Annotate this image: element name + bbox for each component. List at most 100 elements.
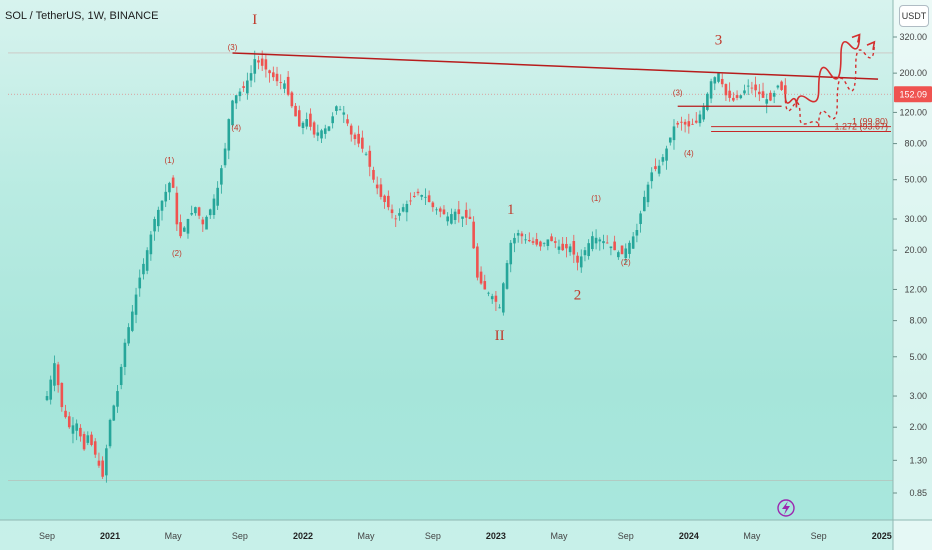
candle-body [90,434,93,445]
candle-body [665,148,668,161]
candle [680,116,683,131]
price-tick-label: 50.00 [904,175,927,185]
candle-body [661,157,665,162]
candle-body [349,125,353,135]
candle-body [401,207,405,212]
candle-body [149,234,153,255]
candle-body [272,72,275,78]
candle-body [505,263,509,289]
candle-body [431,202,435,208]
candle-body [246,80,249,94]
candle [379,178,383,200]
candle [275,66,279,87]
candle [542,242,546,247]
candle [227,118,231,160]
candle [253,50,257,83]
candle-body [643,196,646,212]
candle [138,269,142,297]
wave-label: (1) [591,194,601,203]
candle-body [179,222,182,237]
candle-body [279,82,283,83]
candle-body [735,95,739,98]
candle-body [286,76,290,95]
candle [401,203,405,213]
candle-body [524,239,527,241]
candle [105,444,108,483]
candle [780,80,783,92]
candle-body [624,248,628,258]
candle-body [327,126,331,131]
candle [127,323,130,346]
candle [427,190,431,203]
candle-body [672,126,676,141]
wave-label: (2) [172,249,182,258]
candle [338,105,342,111]
candle-body [424,196,427,198]
candle-body [361,137,364,149]
candle-body [683,121,687,125]
last-price-label: 152.09 [899,90,927,100]
candle-body [572,240,576,255]
candle [123,338,127,376]
price-tick-label: 80.00 [904,139,927,149]
candle [249,65,253,88]
candle [505,260,509,290]
candle [149,231,153,261]
candle-body [208,209,212,216]
candle [706,92,709,112]
candle-body [387,195,390,208]
time-tick-label: Sep [425,531,441,541]
candle [624,243,628,264]
currency-button[interactable]: USDT [899,5,929,27]
lightning-icon-bolt [782,501,790,515]
candle [498,304,501,309]
candle [60,382,64,412]
candle-body [520,233,524,237]
candle [208,208,212,219]
candle-body [49,379,53,400]
candle [468,208,472,220]
candle [520,231,524,244]
candle [309,108,312,131]
candle [758,84,761,102]
candle-body [732,97,735,101]
wave-label: 3 [715,33,723,49]
candle [646,181,650,207]
candle-body [416,191,420,194]
candle [197,206,201,220]
candle [349,123,353,142]
candle [101,456,104,479]
candle [654,158,657,172]
candle [145,247,149,275]
candle-body [175,192,179,225]
candle [364,151,368,156]
candle-body [591,236,594,250]
price-tick-label: 20.00 [904,245,927,255]
candle-body [379,184,383,197]
candle-body [743,90,746,94]
candle-body [45,396,49,401]
candle-body [145,250,149,271]
candle-body [542,242,546,244]
candle-body [86,435,90,443]
candle [216,181,219,211]
candle [238,88,242,102]
candle-body [383,195,386,203]
candle [186,218,190,239]
candle [424,188,427,206]
candle-body [635,230,639,236]
candle-body [216,187,219,206]
candle [609,246,613,256]
candle-body [483,281,487,290]
candle [131,305,134,333]
candle-body [568,246,572,253]
candle [553,237,557,249]
candle [494,290,498,312]
projection-path-solid [784,34,861,108]
candle [49,375,53,405]
candle [242,81,245,92]
time-tick-label: Sep [232,531,248,541]
candle-body [639,213,642,225]
